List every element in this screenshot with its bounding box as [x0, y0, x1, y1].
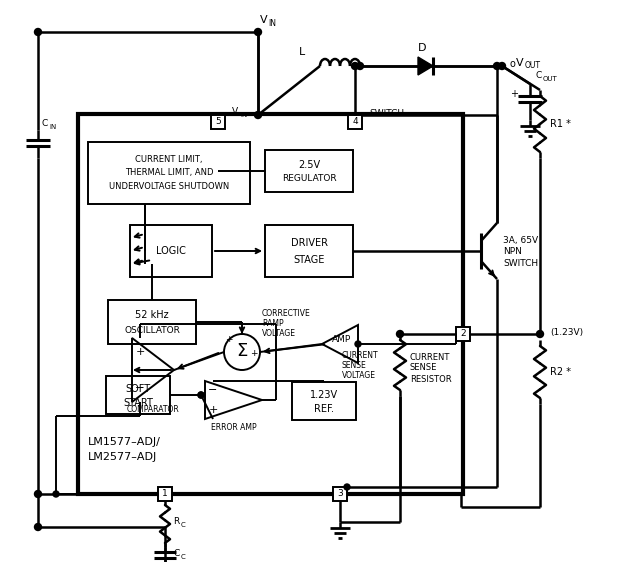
- Text: 2: 2: [460, 329, 466, 338]
- Circle shape: [254, 111, 261, 119]
- Text: (1.23V): (1.23V): [550, 328, 583, 337]
- Circle shape: [35, 29, 42, 35]
- Text: C: C: [181, 554, 186, 560]
- Text: VOLTAGE: VOLTAGE: [342, 371, 376, 380]
- Text: IN: IN: [240, 112, 247, 118]
- Text: STAGE: STAGE: [293, 255, 325, 265]
- Text: CURRENT: CURRENT: [410, 352, 451, 361]
- Text: 1: 1: [162, 490, 168, 498]
- Bar: [106, 376, 170, 414]
- Text: V: V: [232, 107, 238, 116]
- Circle shape: [35, 491, 42, 497]
- Text: +: +: [225, 334, 233, 343]
- Text: CURRENT: CURRENT: [342, 351, 379, 360]
- Circle shape: [254, 29, 261, 35]
- Circle shape: [357, 62, 363, 70]
- Text: ERROR AMP: ERROR AMP: [211, 423, 256, 432]
- Text: RESISTOR: RESISTOR: [410, 374, 452, 383]
- Text: CORRECTIVE: CORRECTIVE: [262, 310, 310, 319]
- Bar: [265, 150, 353, 192]
- Circle shape: [536, 330, 543, 338]
- Text: OSCILLATOR: OSCILLATOR: [124, 327, 180, 336]
- Bar: [108, 300, 196, 344]
- Text: UNDERVOLTAGE SHUTDOWN: UNDERVOLTAGE SHUTDOWN: [109, 182, 229, 191]
- Text: 52 kHz: 52 kHz: [135, 310, 169, 320]
- Text: START: START: [123, 397, 153, 407]
- Circle shape: [351, 62, 358, 70]
- Text: 3A, 65V: 3A, 65V: [503, 237, 538, 246]
- Text: R2 *: R2 *: [550, 367, 571, 377]
- Text: D: D: [418, 43, 427, 53]
- Circle shape: [344, 484, 350, 490]
- Text: OUT: OUT: [543, 76, 558, 82]
- Text: L: L: [299, 47, 305, 57]
- Text: +: +: [135, 347, 144, 357]
- Text: LM1577–ADJ/: LM1577–ADJ/: [88, 437, 161, 447]
- Text: DRIVER: DRIVER: [290, 238, 327, 248]
- Text: THERMAL LIMIT, AND: THERMAL LIMIT, AND: [125, 169, 213, 178]
- Text: AMP: AMP: [333, 336, 351, 345]
- Text: o: o: [510, 59, 516, 69]
- Circle shape: [498, 62, 505, 70]
- Bar: [292, 382, 356, 420]
- Text: RAMP: RAMP: [262, 320, 283, 329]
- Text: R: R: [173, 518, 179, 527]
- Circle shape: [35, 523, 42, 531]
- Text: C: C: [173, 550, 179, 559]
- Text: CURRENT LIMIT,: CURRENT LIMIT,: [135, 155, 203, 164]
- Circle shape: [355, 341, 361, 347]
- Bar: [211, 115, 225, 129]
- Text: IN: IN: [49, 124, 56, 130]
- Text: R1 *: R1 *: [550, 119, 571, 129]
- Bar: [348, 115, 362, 129]
- Text: NPN: NPN: [503, 247, 522, 256]
- Circle shape: [198, 392, 204, 398]
- Circle shape: [396, 330, 403, 338]
- Text: −: −: [208, 384, 218, 395]
- Text: SOFT: SOFT: [126, 384, 151, 395]
- Text: Σ: Σ: [237, 342, 248, 360]
- Polygon shape: [418, 57, 433, 75]
- Text: +: +: [251, 350, 257, 359]
- Text: C: C: [535, 71, 541, 80]
- Bar: [78, 114, 463, 494]
- Text: 1.23V: 1.23V: [310, 390, 338, 400]
- Circle shape: [198, 392, 204, 398]
- Bar: [130, 225, 212, 277]
- Text: 5: 5: [215, 117, 221, 126]
- Bar: [265, 225, 353, 277]
- Text: SENSE: SENSE: [342, 361, 367, 370]
- Circle shape: [493, 62, 500, 70]
- Text: 4: 4: [352, 117, 358, 126]
- Text: IN: IN: [268, 19, 276, 28]
- Text: 3: 3: [337, 490, 343, 498]
- Text: V: V: [260, 15, 268, 25]
- Text: +: +: [208, 405, 218, 415]
- Bar: [456, 327, 470, 341]
- Text: C: C: [181, 522, 186, 528]
- Text: REGULATOR: REGULATOR: [281, 174, 336, 183]
- Text: VOLTAGE: VOLTAGE: [262, 329, 296, 338]
- Text: V: V: [516, 58, 524, 68]
- Text: SWITCH: SWITCH: [503, 259, 538, 268]
- Text: LM2577–ADJ: LM2577–ADJ: [88, 452, 157, 462]
- Text: −: −: [135, 383, 144, 393]
- Text: REF.: REF.: [314, 404, 334, 414]
- Bar: [333, 487, 347, 501]
- Text: LOGIC: LOGIC: [156, 246, 186, 256]
- Text: OUT: OUT: [525, 61, 541, 70]
- Text: 2.5V: 2.5V: [298, 160, 320, 170]
- Text: C: C: [41, 120, 47, 129]
- Bar: [158, 487, 172, 501]
- Bar: [88, 142, 250, 204]
- Text: +: +: [510, 89, 518, 99]
- Circle shape: [53, 491, 59, 497]
- Text: SWITCH: SWITCH: [369, 110, 404, 119]
- Text: SENSE: SENSE: [410, 364, 437, 373]
- Text: COMPARATOR: COMPARATOR: [127, 406, 179, 415]
